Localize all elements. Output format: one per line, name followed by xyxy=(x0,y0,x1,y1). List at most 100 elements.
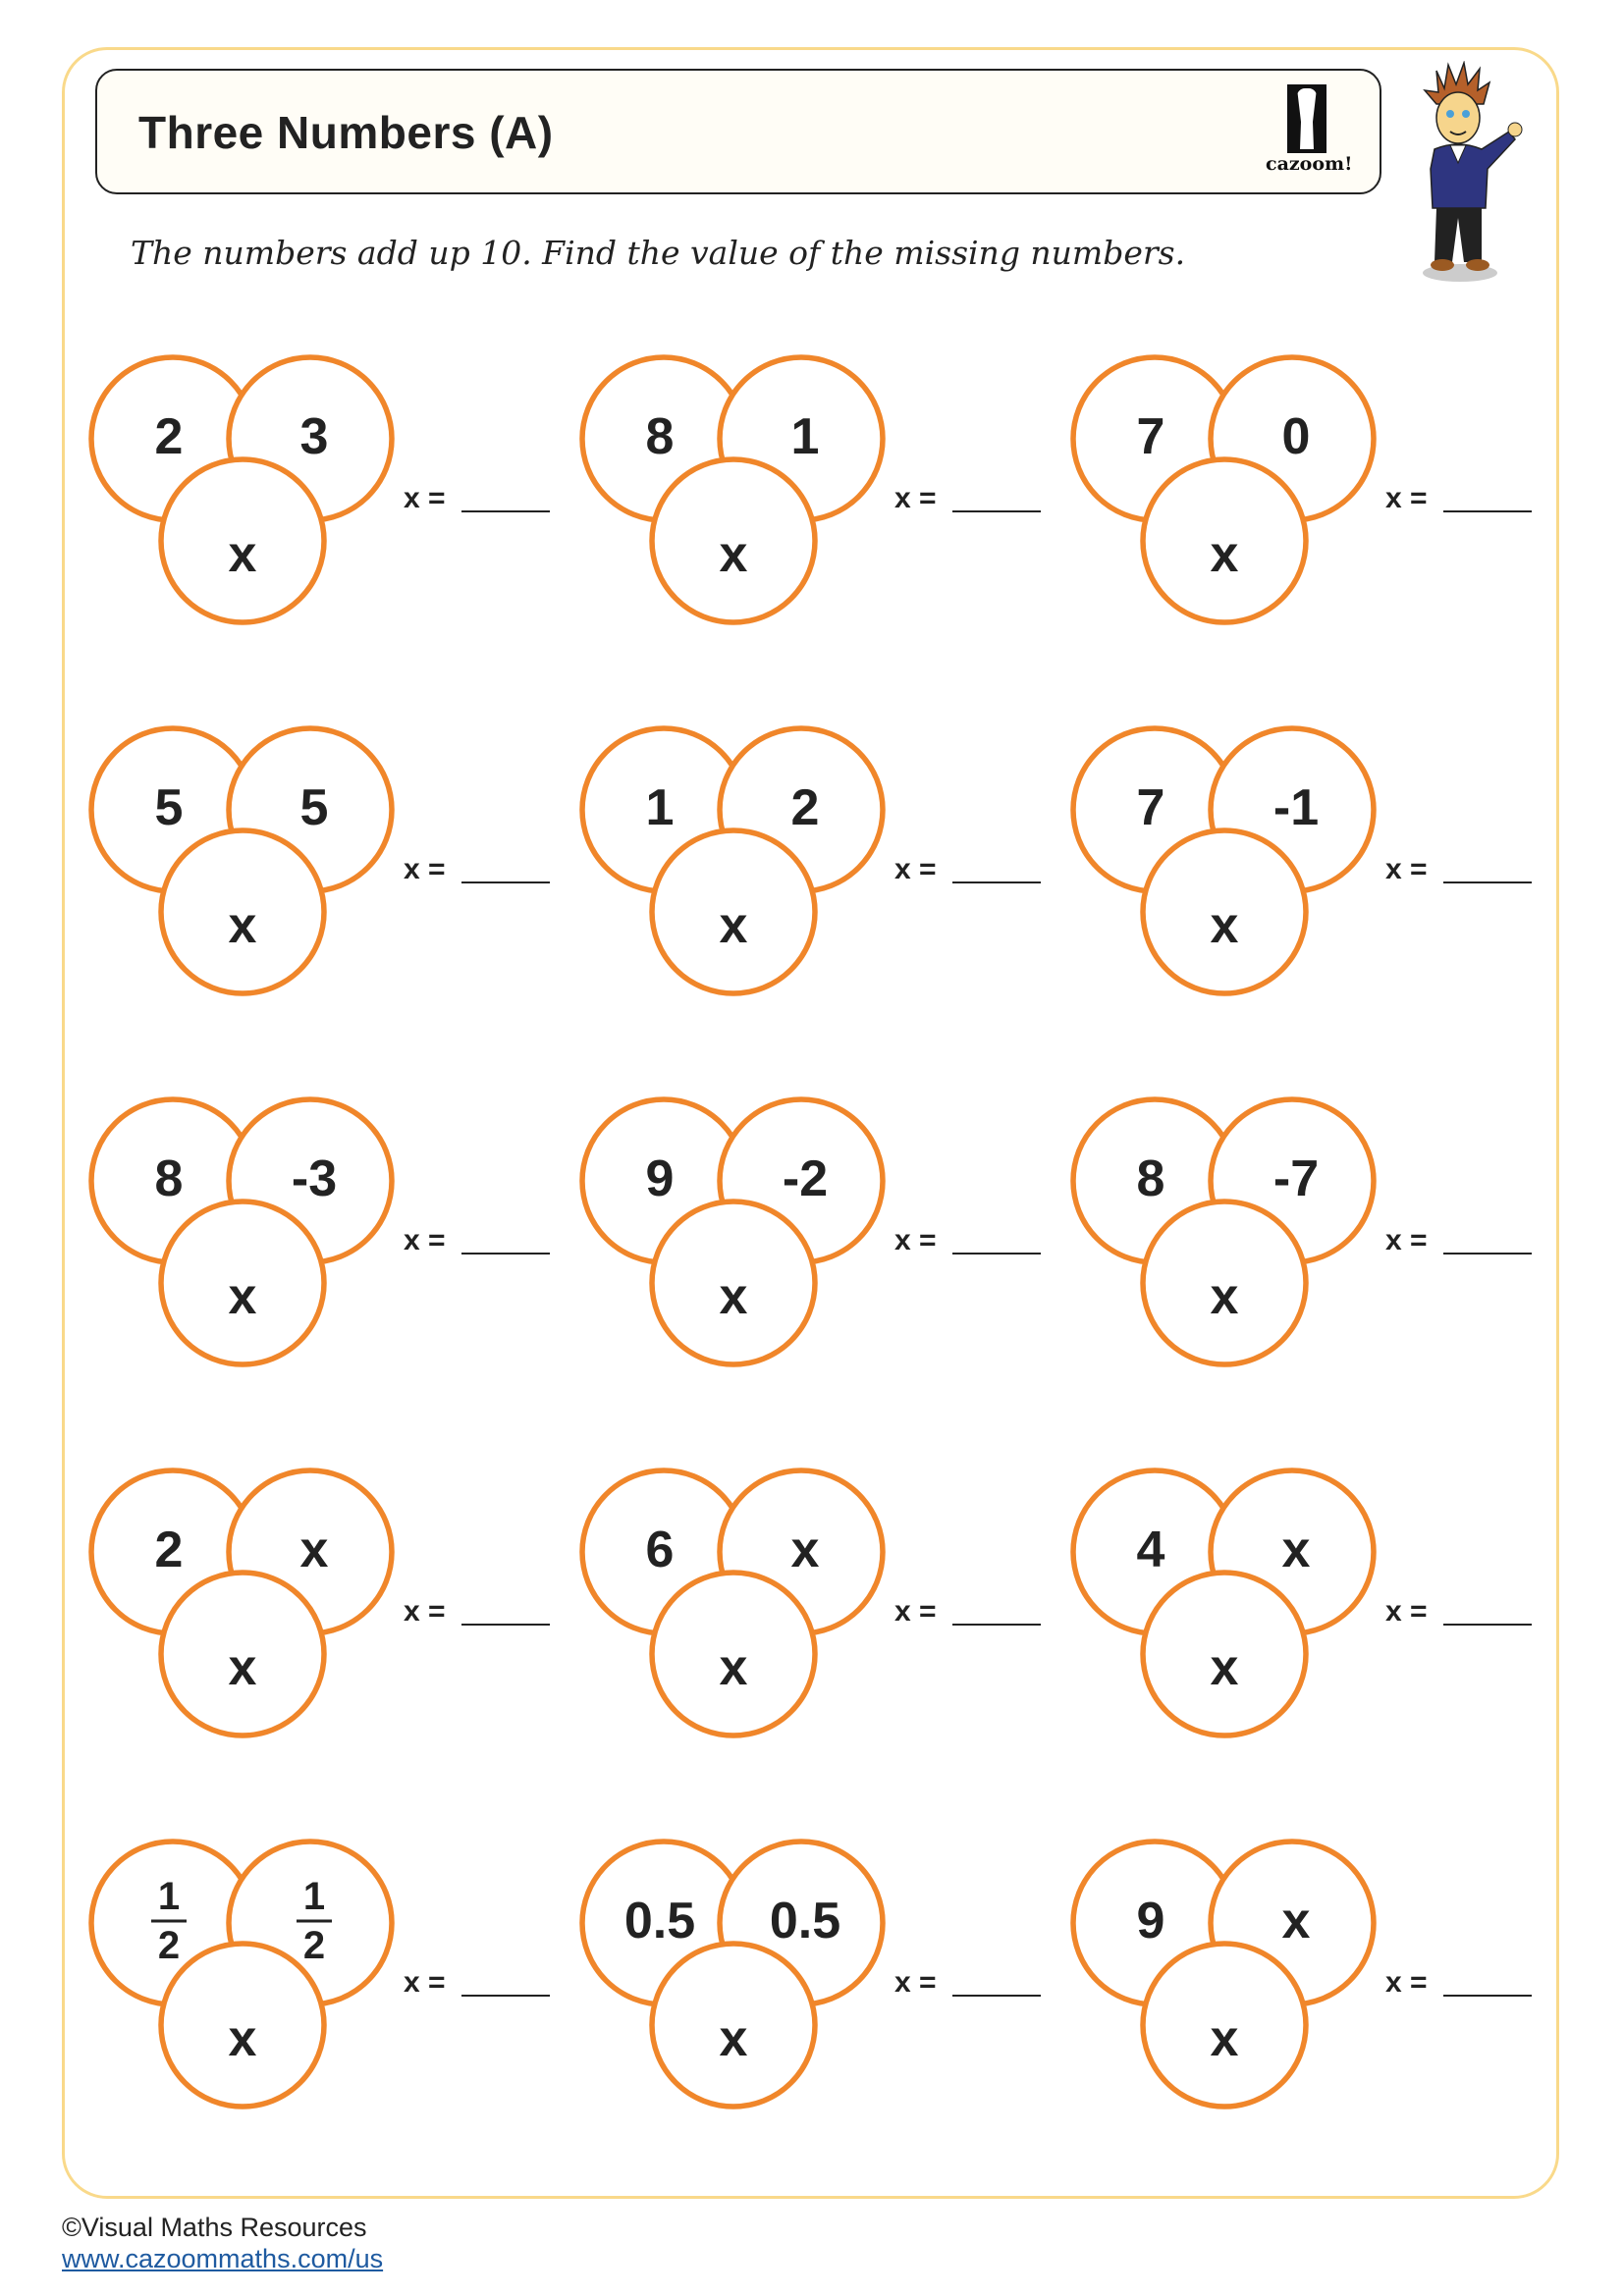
bottom-circle xyxy=(649,828,818,996)
circle-value: 9 xyxy=(1137,1893,1165,1949)
circle-value: x xyxy=(1282,1522,1311,1578)
answer-label: x = xyxy=(1385,853,1428,885)
circle-value: x xyxy=(720,897,748,954)
fraction-denominator: 2 xyxy=(303,1924,325,1967)
bottom-circle xyxy=(649,1570,818,1738)
circle-value: 3 xyxy=(300,408,329,465)
circle-value: x xyxy=(1211,526,1239,583)
circle-value: -3 xyxy=(292,1150,337,1207)
circle-value: 5 xyxy=(155,779,184,836)
logo-text: cazoom! xyxy=(1266,153,1353,175)
answer-label: x = xyxy=(1385,1966,1428,1999)
circle-value: 7 xyxy=(1137,779,1165,836)
circle-value: 0 xyxy=(1282,408,1311,465)
circle-value: x xyxy=(229,2010,257,2067)
bottom-circle xyxy=(158,828,327,996)
circle-value: 1 xyxy=(791,408,820,465)
bottom-circle xyxy=(1140,1570,1309,1738)
answer-label: x = xyxy=(404,482,446,514)
circle-value: 6 xyxy=(646,1522,675,1578)
answer-label: x = xyxy=(404,853,446,885)
circle-value: 0.5 xyxy=(770,1893,840,1949)
answer-label: x = xyxy=(894,853,937,885)
circle-value: 8 xyxy=(155,1150,184,1207)
circle-value: x xyxy=(229,526,257,583)
puzzle-12: 4 x x x = xyxy=(1070,1462,1561,1756)
circle-value: x xyxy=(229,897,257,954)
answer-label: x = xyxy=(1385,1595,1428,1628)
bottom-circle xyxy=(649,1941,818,2109)
puzzle-15: 9 x x x = xyxy=(1070,1833,1561,2127)
bottom-circle xyxy=(1140,1199,1309,1367)
bottom-circle xyxy=(158,1570,327,1738)
puzzle-2: 8 1 x x = xyxy=(579,348,1070,643)
bottom-circle xyxy=(1140,456,1309,625)
puzzle-11: 6 x x x = xyxy=(579,1462,1070,1756)
bottom-circle xyxy=(1140,828,1309,996)
puzzle-9: 8 -7 x x = xyxy=(1070,1091,1561,1385)
circle-value: 9 xyxy=(646,1150,675,1207)
circle-value: x xyxy=(1282,1893,1311,1949)
puzzle-14: 0.5 0.5 x x = xyxy=(579,1833,1070,2127)
page-title: Three Numbers (A) xyxy=(138,107,554,158)
fraction-denominator: 2 xyxy=(158,1924,180,1967)
answer-label: x = xyxy=(1385,482,1428,514)
circle-value: 5 xyxy=(300,779,329,836)
worksheet-frame xyxy=(62,47,1559,2199)
circle-value: x xyxy=(300,1522,329,1578)
answer-label: x = xyxy=(894,1966,937,1999)
circle-value: x xyxy=(720,1268,748,1325)
puzzle-5: 1 2 x x = xyxy=(579,720,1070,1014)
puzzle-6: 7 -1 x x = xyxy=(1070,720,1561,1014)
logo-mark-icon xyxy=(1287,84,1326,153)
answer-label: x = xyxy=(1385,1224,1428,1256)
circle-value: 4 xyxy=(1137,1522,1165,1578)
circle-value: x xyxy=(229,1268,257,1325)
circle-value: x xyxy=(1211,1268,1239,1325)
answer-label: x = xyxy=(404,1224,446,1256)
puzzle-3: 7 0 x x = xyxy=(1070,348,1561,643)
circle-value: x xyxy=(720,1639,748,1696)
instruction-text: The numbers add up 10. Find the value of… xyxy=(131,234,1186,272)
puzzle-8: 9 -2 x x = xyxy=(579,1091,1070,1385)
circle-value: x xyxy=(1211,1639,1239,1696)
puzzle-4: 5 5 x x = xyxy=(88,720,579,1014)
puzzle-10: 2 x x x = xyxy=(88,1462,579,1756)
circle-value: x xyxy=(229,1639,257,1696)
circle-value: 8 xyxy=(646,408,675,465)
circle-value: -1 xyxy=(1273,779,1319,836)
bottom-circle xyxy=(1140,1941,1309,2109)
answer-label: x = xyxy=(894,1224,937,1256)
title-box: Three Numbers (A) cazoom! xyxy=(95,69,1381,194)
answer-label: x = xyxy=(894,482,937,514)
puzzle-13: 1 2 1 2 x x = xyxy=(88,1833,579,2127)
puzzle-7: 8 -3 x x = xyxy=(88,1091,579,1385)
circle-value: x xyxy=(720,2010,748,2067)
cartoon-boy-icon xyxy=(1423,61,1523,282)
circle-value: 8 xyxy=(1137,1150,1165,1207)
cazoom-logo: cazoom! xyxy=(1266,84,1353,183)
bottom-circle xyxy=(649,456,818,625)
fraction-numerator: 1 xyxy=(303,1875,325,1918)
bottom-circle xyxy=(649,1199,818,1367)
bottom-circle xyxy=(158,456,327,625)
circle-value: 2 xyxy=(155,1522,184,1578)
circle-value: 7 xyxy=(1137,408,1165,465)
copyright-text: ©Visual Maths Resources xyxy=(62,2213,367,2242)
circle-value: x xyxy=(1211,2010,1239,2067)
circle-value: 2 xyxy=(155,408,184,465)
website-link[interactable]: www.cazoommaths.com/us xyxy=(62,2244,384,2273)
circle-value: 2 xyxy=(791,779,820,836)
answer-label: x = xyxy=(894,1595,937,1628)
circle-value: x xyxy=(1211,897,1239,954)
circle-value: -7 xyxy=(1273,1150,1319,1207)
answer-label: x = xyxy=(404,1966,446,1999)
puzzle-1: 2 3 x x = xyxy=(88,348,579,643)
circle-value: -2 xyxy=(783,1150,828,1207)
circle-value: x xyxy=(791,1522,820,1578)
bottom-circle xyxy=(158,1199,327,1367)
answer-label: x = xyxy=(404,1595,446,1628)
circle-value: 0.5 xyxy=(624,1893,695,1949)
circle-value: 1 xyxy=(646,779,675,836)
bottom-circle xyxy=(158,1941,327,2109)
